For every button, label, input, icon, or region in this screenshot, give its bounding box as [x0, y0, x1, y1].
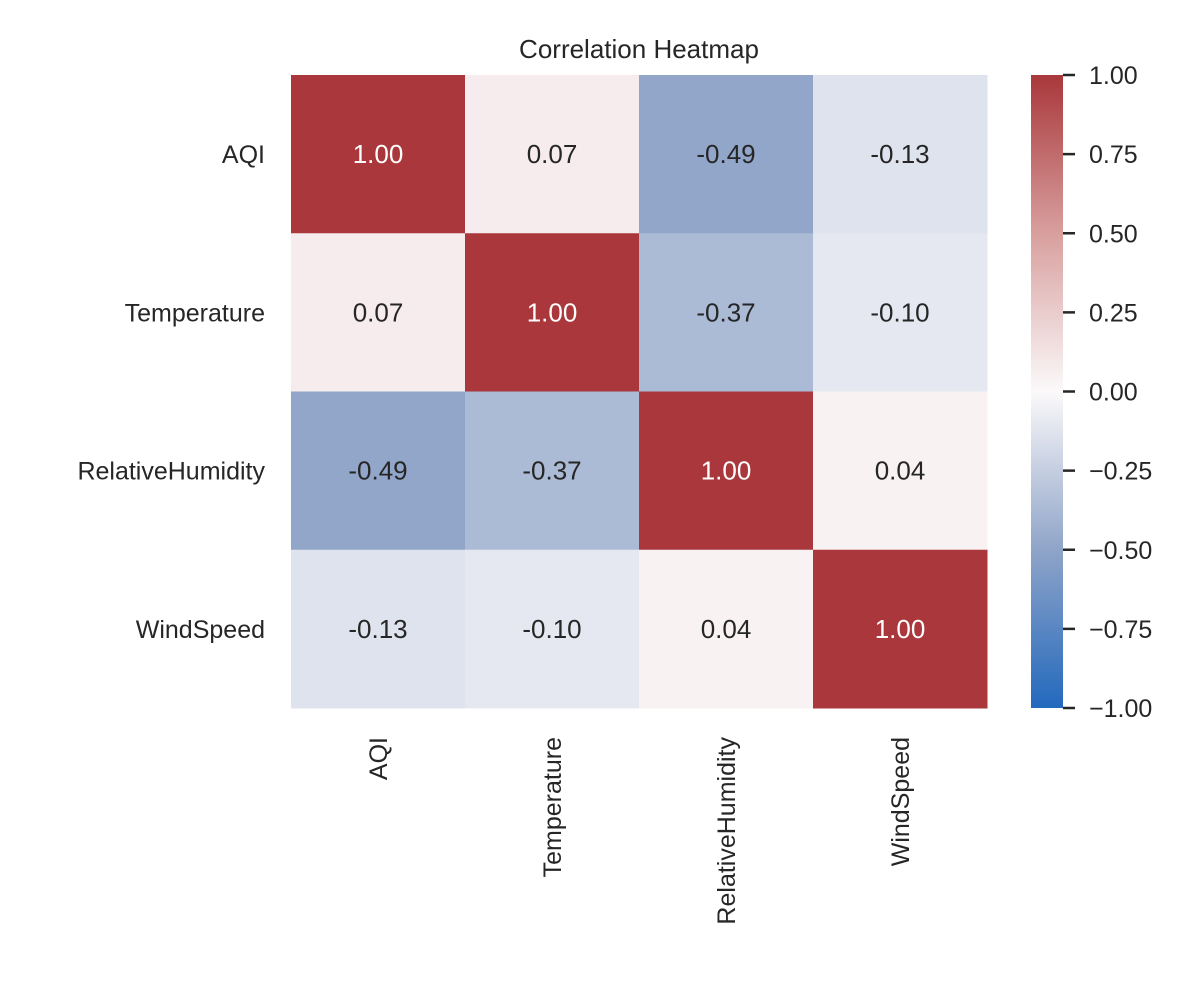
heatmap-cell-Temperature-AQI: [291, 233, 466, 392]
heatmap-cell-WindSpeed-WindSpeed: [813, 549, 988, 709]
cell-annotation: 0.04: [875, 456, 926, 486]
heatmap-cell-AQI-AQI: [291, 75, 466, 234]
cell-annotation: 0.07: [353, 297, 404, 327]
column-label: RelativeHumidity: [713, 737, 741, 925]
colorbar-tick-label: 0.75: [1089, 141, 1138, 169]
colorbar-gradient: [1031, 75, 1063, 708]
cell-annotation: -0.49: [348, 456, 407, 486]
cell-annotation: 0.04: [701, 614, 752, 644]
heatmap-cell-Temperature-Temperature: [465, 233, 640, 392]
column-label: AQI: [365, 737, 393, 780]
heatmap-cell-Temperature-WindSpeed: [813, 233, 988, 392]
row-label: RelativeHumidity: [77, 458, 265, 486]
heatmap-cell-RelativeHumidity-Temperature: [465, 391, 640, 551]
cell-annotation: -0.37: [522, 456, 581, 486]
heatmap-cell-RelativeHumidity-AQI: [291, 391, 466, 551]
cell-annotation: 1.00: [701, 456, 752, 486]
heatmap-cell-WindSpeed-Temperature: [465, 549, 640, 709]
colorbar-tick-label: −1.00: [1089, 695, 1152, 723]
colorbar-tick-label: −0.75: [1089, 616, 1152, 644]
heatmap-cell-Temperature-RelativeHumidity: [639, 233, 814, 392]
heatmap-cell-WindSpeed-RelativeHumidity: [639, 549, 814, 709]
cell-annotation: 1.00: [527, 297, 578, 327]
cell-annotation: 0.07: [527, 139, 578, 169]
heatmap-cell-AQI-WindSpeed: [813, 75, 988, 234]
heatmap-cell-AQI-Temperature: [465, 75, 640, 234]
cell-annotation: 1.00: [353, 139, 404, 169]
heatmap-cell-AQI-RelativeHumidity: [639, 75, 814, 234]
row-label: AQI: [222, 141, 265, 169]
colorbar-tick-label: 0.00: [1089, 379, 1138, 407]
heatmap-cells: [291, 75, 988, 709]
cell-annotation: -0.37: [696, 297, 755, 327]
colorbar: 1.00 0.75 0.50 0.25 0.00 −0.25 −0.50 −0.75 −1.00: [1031, 62, 1152, 723]
cell-annotation: 1.00: [875, 614, 926, 644]
cell-annotation: -0.13: [348, 614, 407, 644]
heatmap-cell-WindSpeed-AQI: [291, 549, 466, 709]
cell-annotation: -0.10: [870, 297, 929, 327]
cell-annotation: -0.10: [522, 614, 581, 644]
colorbar-tick-label: 0.25: [1089, 299, 1138, 327]
row-label: Temperature: [125, 299, 265, 327]
colorbar-tick-label: 1.00: [1089, 62, 1138, 90]
cell-annotation: -0.49: [696, 139, 755, 169]
cell-annotations: 1.00 0.07 -0.49 -0.13 0.07 1.00 -0.37 -0.10 -0.4…: [348, 139, 929, 644]
heatmap-cell-RelativeHumidity-RelativeHumidity: [639, 391, 814, 551]
colorbar-tick-label: −0.25: [1089, 458, 1152, 486]
cell-annotation: -0.13: [870, 139, 929, 169]
column-label: Temperature: [539, 737, 567, 877]
chart-title: Correlation Heatmap: [519, 34, 759, 64]
column-labels: AQI Temperature RelativeHumidity WindSpeed: [365, 737, 915, 925]
column-label: WindSpeed: [887, 737, 915, 866]
row-label: WindSpeed: [136, 616, 265, 644]
colorbar-tick-label: 0.50: [1089, 220, 1138, 248]
heatmap-cell-RelativeHumidity-WindSpeed: [813, 391, 988, 551]
row-labels: AQI Temperature RelativeHumidity WindSpeed: [77, 141, 265, 644]
colorbar-tick-label: −0.50: [1089, 537, 1152, 565]
